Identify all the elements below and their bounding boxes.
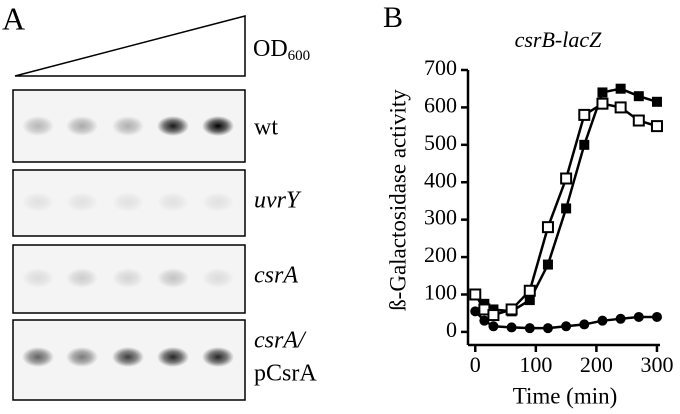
blot-band xyxy=(66,192,98,212)
blot-band xyxy=(22,192,54,212)
marker xyxy=(488,321,499,332)
marker xyxy=(596,97,609,110)
marker xyxy=(469,288,482,301)
panel-label: A xyxy=(2,0,25,36)
blot-band xyxy=(22,268,54,288)
blot-band xyxy=(202,347,234,367)
marker xyxy=(579,139,590,150)
marker xyxy=(524,295,535,306)
blot-band xyxy=(66,347,98,367)
marker xyxy=(542,323,553,334)
marker xyxy=(650,120,663,133)
y-tick-label: 0 xyxy=(446,317,457,342)
blot-band xyxy=(202,116,234,136)
x-tick-label: 100 xyxy=(519,352,552,377)
marker xyxy=(523,284,536,297)
blot-band xyxy=(157,116,189,136)
blot-band xyxy=(202,192,234,212)
y-axis-label: ß-Galactosidase activity xyxy=(385,89,410,311)
blot-band xyxy=(22,347,54,367)
row-label: csrA/ xyxy=(254,328,307,354)
blot-band xyxy=(66,268,98,288)
chart-title: csrB-lacZ xyxy=(515,27,603,52)
plot: 0 100 200 300 400 500 600 700 0 100 200 300 xyxy=(424,55,673,377)
row-label: uvrY xyxy=(254,188,302,214)
marker xyxy=(651,96,662,107)
marker xyxy=(597,87,608,98)
marker xyxy=(632,114,645,127)
panel-label: B xyxy=(383,1,403,34)
blot-band xyxy=(157,192,189,212)
od-label: OD600 xyxy=(253,36,310,65)
marker xyxy=(651,311,662,322)
series-line xyxy=(474,87,658,313)
blot-band xyxy=(112,347,144,367)
marker xyxy=(524,323,535,334)
marker xyxy=(561,203,572,214)
x-tick-label: 0 xyxy=(470,352,481,377)
blot-band xyxy=(202,268,234,288)
marker xyxy=(633,91,644,102)
blot-band xyxy=(112,268,144,288)
marker xyxy=(615,83,626,94)
y-tick-label: 300 xyxy=(424,205,457,230)
marker xyxy=(505,303,518,316)
od-text: OD xyxy=(253,36,288,62)
marker xyxy=(541,221,554,234)
marker xyxy=(579,319,590,330)
y-tick-label: 700 xyxy=(424,55,457,80)
y-tick-label: 600 xyxy=(424,92,457,117)
od-subscript: 600 xyxy=(288,48,311,64)
row-label: pCsrA xyxy=(254,361,317,387)
x-axis-label: Time (min) xyxy=(513,383,618,408)
x-tick-label: 300 xyxy=(640,352,673,377)
blot-band xyxy=(22,116,54,136)
blot-band xyxy=(112,192,144,212)
row-label: wt xyxy=(254,115,278,141)
y-tick-label: 200 xyxy=(424,242,457,267)
y-tick-label: 100 xyxy=(424,280,457,305)
y-tick-label: 500 xyxy=(424,130,457,155)
blot-band xyxy=(157,268,189,288)
marker xyxy=(615,313,626,324)
od-triangle xyxy=(14,15,246,77)
marker xyxy=(633,311,644,322)
marker xyxy=(560,172,573,185)
marker xyxy=(479,315,490,326)
marker xyxy=(614,101,627,114)
marker xyxy=(470,306,481,317)
blot-band xyxy=(66,116,98,136)
marker xyxy=(578,108,591,121)
blots xyxy=(12,89,246,401)
x-tick-label: 200 xyxy=(580,352,613,377)
blot-band xyxy=(112,116,144,136)
marker xyxy=(597,315,608,326)
y-tick-label: 400 xyxy=(424,167,457,192)
blot-band xyxy=(157,347,189,367)
marker xyxy=(506,322,517,333)
marker xyxy=(542,259,553,270)
row-label: csrA xyxy=(254,263,298,289)
marker xyxy=(561,321,572,332)
marker xyxy=(487,309,500,322)
